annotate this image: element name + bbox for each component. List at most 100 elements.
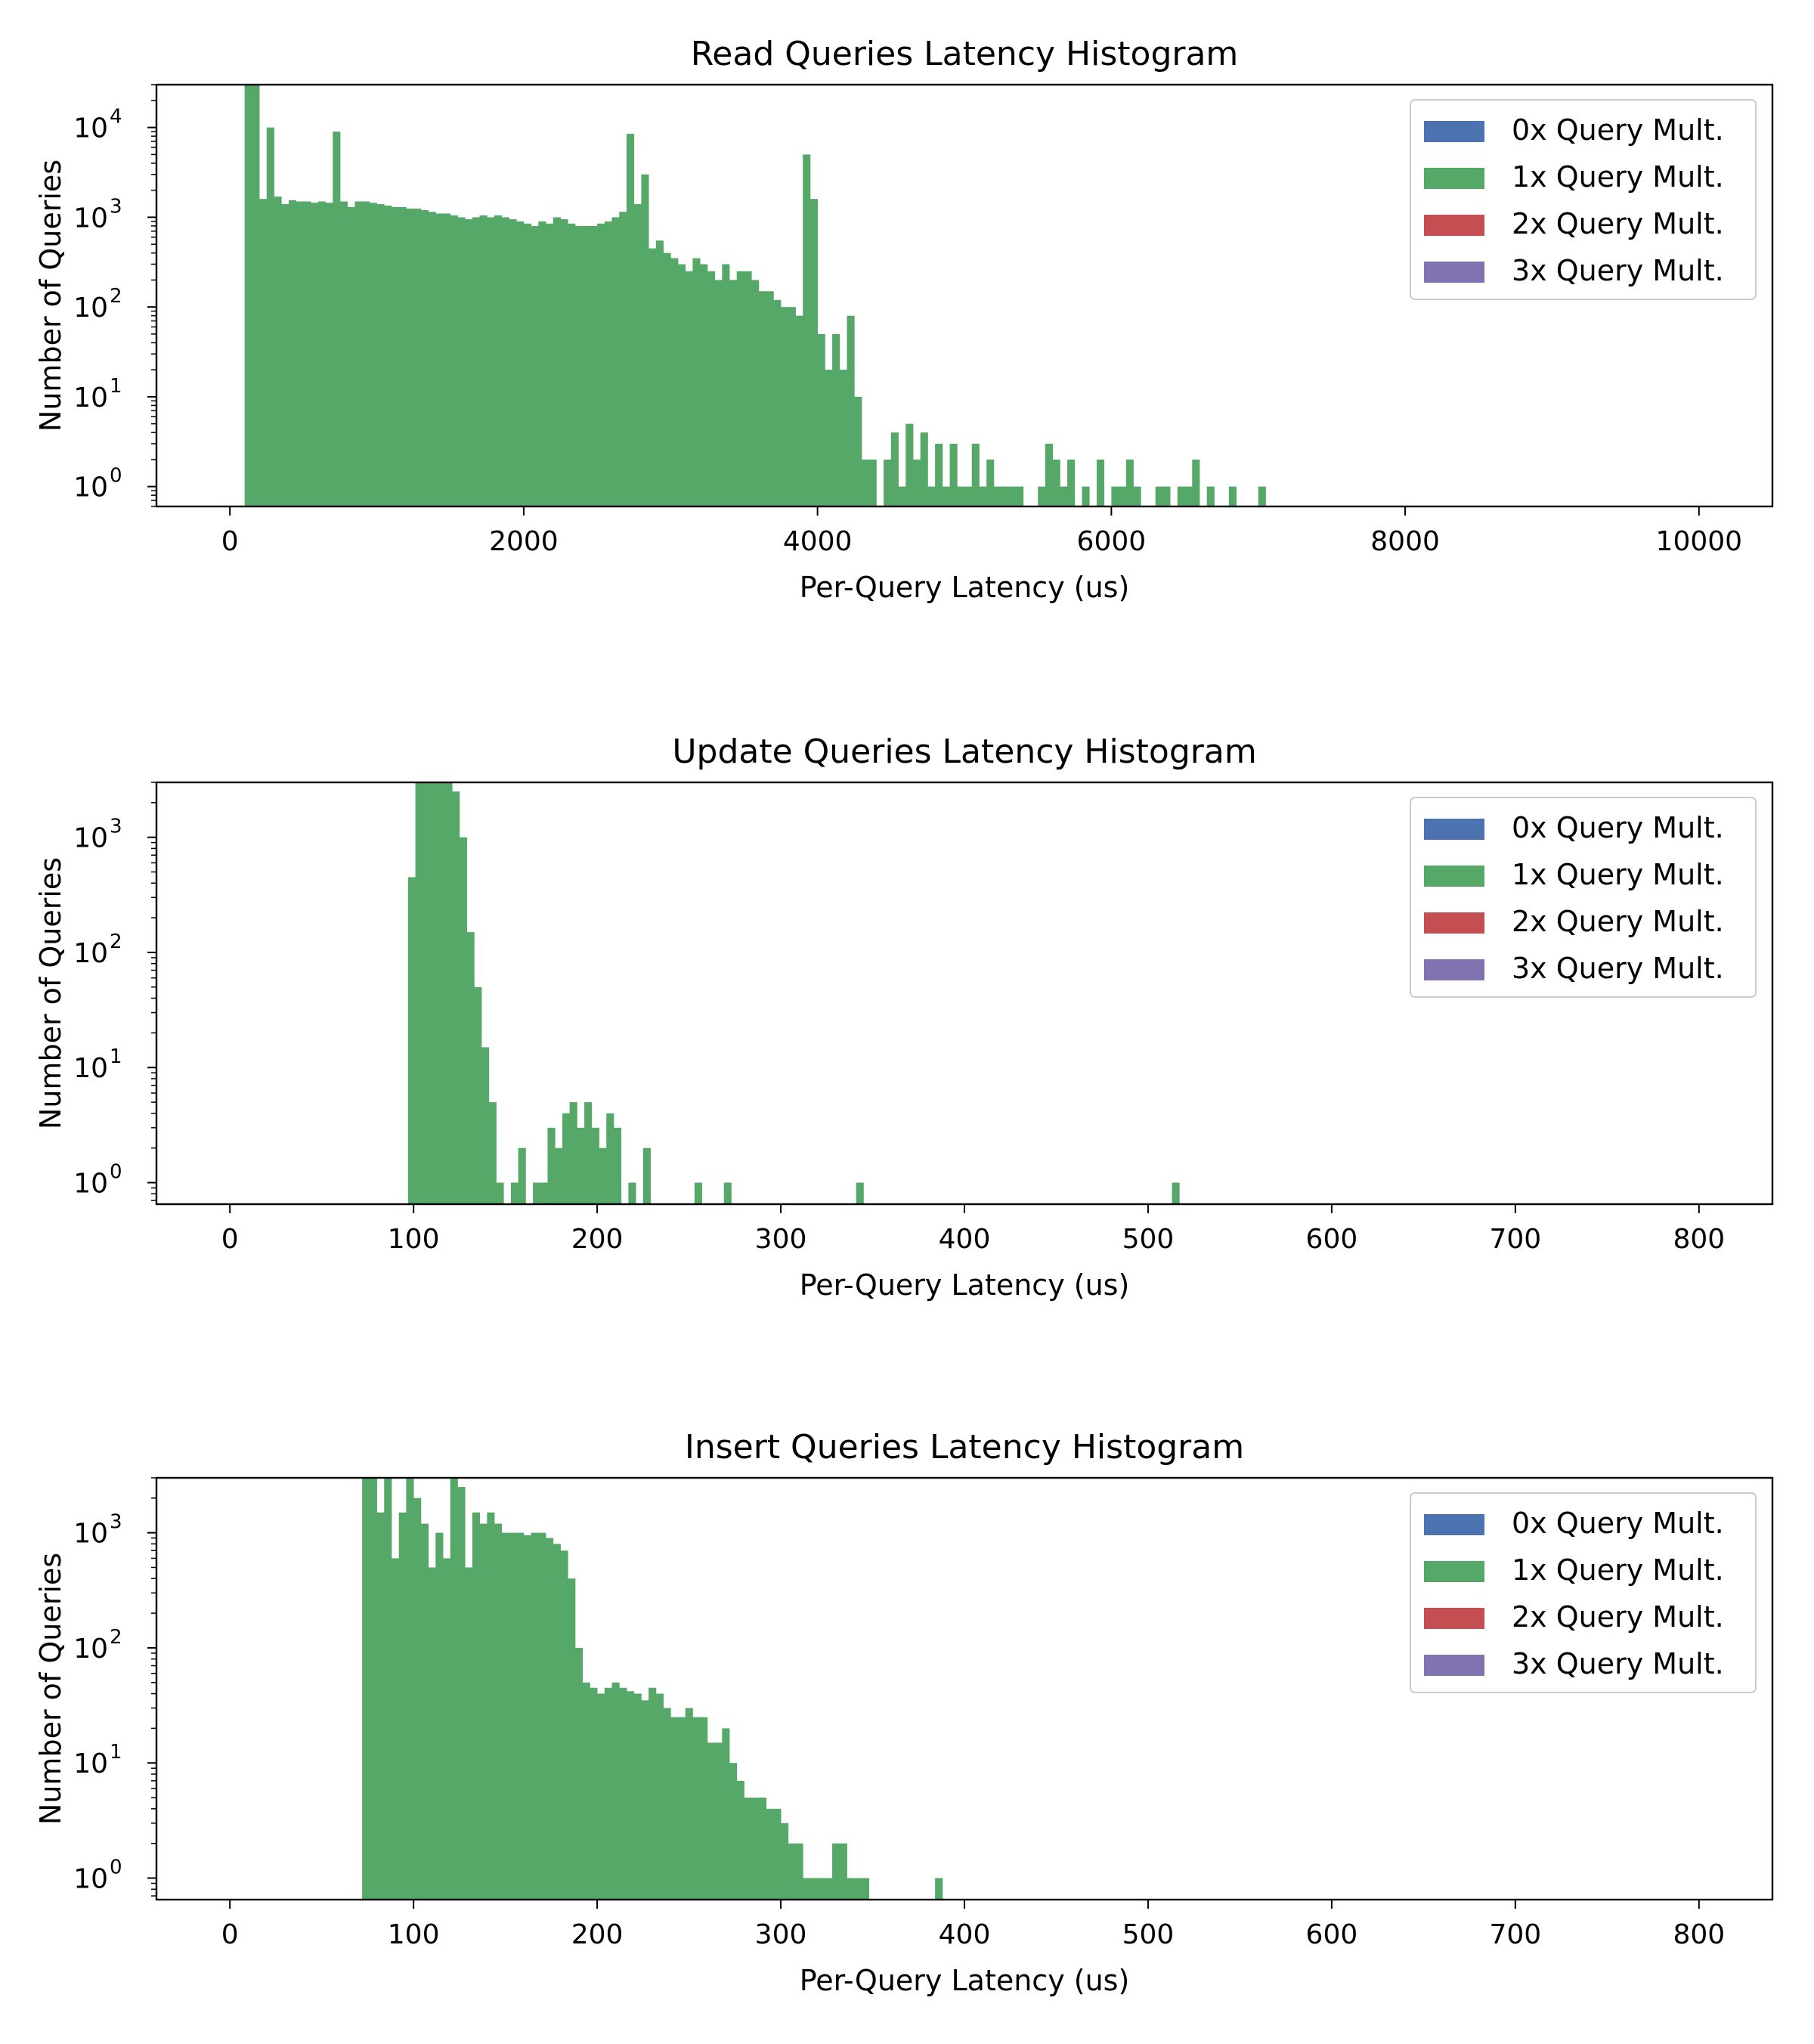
histogram-bar [795, 1843, 803, 1900]
histogram-bar [773, 299, 782, 506]
histogram-bar [407, 877, 416, 1204]
histogram-bar [597, 1693, 605, 1900]
histogram-bar [591, 1127, 599, 1204]
histogram-bar [546, 1538, 554, 1900]
histogram-bar [590, 1687, 598, 1900]
histogram-bar [465, 219, 473, 506]
histogram-bar [979, 486, 987, 506]
histogram-bar [281, 204, 289, 506]
histogram-bar [339, 201, 348, 506]
histogram-bar [854, 396, 862, 506]
histogram-bar [516, 1532, 525, 1900]
histogram-bar [766, 1808, 774, 1900]
histogram-bar [531, 225, 539, 506]
y-tick-exponent: 1 [110, 375, 122, 398]
histogram-bar [244, 85, 252, 506]
histogram-bar [574, 1647, 584, 1900]
histogram-bar [510, 1182, 519, 1204]
histogram-bar [758, 1798, 767, 1900]
legend: 0x Query Mult. 1x Query Mult. 2x Query Mul… [1410, 99, 1757, 300]
x-tick-label: 6000 [1077, 526, 1147, 557]
histogram-bar [444, 782, 453, 1204]
histogram-bar [884, 459, 892, 506]
histogram-bar [347, 206, 355, 506]
histogram-bar [1045, 443, 1054, 506]
histogram-bar [817, 333, 825, 506]
histogram-bar [457, 1487, 466, 1900]
histogram-bar [817, 1878, 825, 1900]
histogram-bar [452, 791, 460, 1204]
histogram-bar [487, 217, 495, 506]
histogram-bar [501, 217, 509, 506]
histogram-bar [856, 1182, 864, 1204]
histogram-bar [723, 1182, 732, 1204]
legend-entry: 0x Query Mult. [1512, 811, 1724, 844]
legend-swatch [1424, 1655, 1484, 1676]
histogram-bar [649, 248, 657, 506]
histogram-bar [509, 1532, 517, 1900]
y-tick-label: 10 [73, 1864, 108, 1895]
y-tick-exponent: 1 [110, 1741, 122, 1764]
histogram-bar [685, 271, 693, 506]
legend-box [1410, 99, 1757, 300]
histogram-bar [437, 782, 445, 1204]
histogram-bar [663, 252, 671, 506]
y-tick-label: 10 [73, 472, 108, 503]
legend-swatch [1424, 1514, 1484, 1535]
histogram-bar [555, 1147, 563, 1204]
histogram-bar [685, 1708, 693, 1900]
histogram-bar [1038, 486, 1046, 506]
histogram-bar [472, 1512, 480, 1900]
histogram-bar [905, 423, 914, 506]
y-tick-label: 10 [73, 1519, 108, 1550]
histogram-bar [252, 85, 260, 506]
histogram-bar [553, 1544, 561, 1900]
legend-swatch [1424, 262, 1484, 283]
legend-entry: 2x Query Mult. [1512, 1600, 1724, 1634]
histogram-bar [560, 1550, 568, 1900]
histogram-bar [839, 1843, 847, 1900]
legend-entry: 2x Query Mult. [1512, 905, 1724, 938]
histogram-bar [890, 432, 899, 506]
histogram-bar [1172, 1182, 1180, 1204]
histogram-bar [413, 1497, 422, 1900]
x-tick-label: 100 [388, 1224, 440, 1255]
y-tick-exponent: 2 [110, 285, 122, 308]
histogram-bar [590, 225, 598, 506]
histogram-bar [443, 213, 451, 506]
histogram-bar [413, 208, 422, 506]
y-tick-label: 10 [73, 1748, 108, 1779]
y-tick-label: 10 [73, 823, 108, 854]
x-tick-label: 700 [1490, 1919, 1542, 1950]
histogram-bar [694, 1182, 702, 1204]
histogram-bar [488, 1102, 497, 1204]
histogram-bar [362, 1478, 370, 1900]
histogram-bar [494, 215, 503, 506]
histogram-bar [839, 370, 847, 506]
histogram-bar [971, 443, 980, 506]
histogram-bar [809, 199, 819, 506]
histogram-bar [1192, 459, 1200, 506]
histogram-bar [912, 459, 921, 506]
x-tick-label: 200 [571, 1919, 624, 1950]
histogram-bar [376, 1512, 385, 1900]
legend-swatch [1424, 912, 1484, 934]
x-tick-label: 400 [939, 1224, 991, 1255]
legend-swatch [1424, 866, 1484, 887]
histogram-bar [597, 223, 605, 506]
y-tick-exponent: 2 [110, 1626, 122, 1649]
histogram-bar [861, 459, 870, 506]
histogram-bar [920, 432, 928, 506]
histogram-bar [788, 307, 796, 506]
histogram-bar [611, 1682, 620, 1900]
histogram-bar [722, 1728, 730, 1900]
y-tick-label: 10 [73, 1053, 108, 1084]
histogram-bar [1008, 486, 1017, 506]
y-tick-label: 10 [73, 1634, 108, 1665]
histogram-bar [677, 264, 686, 506]
y-tick-label: 10 [73, 938, 108, 969]
legend-box [1410, 797, 1757, 998]
histogram-bar [547, 1127, 556, 1204]
